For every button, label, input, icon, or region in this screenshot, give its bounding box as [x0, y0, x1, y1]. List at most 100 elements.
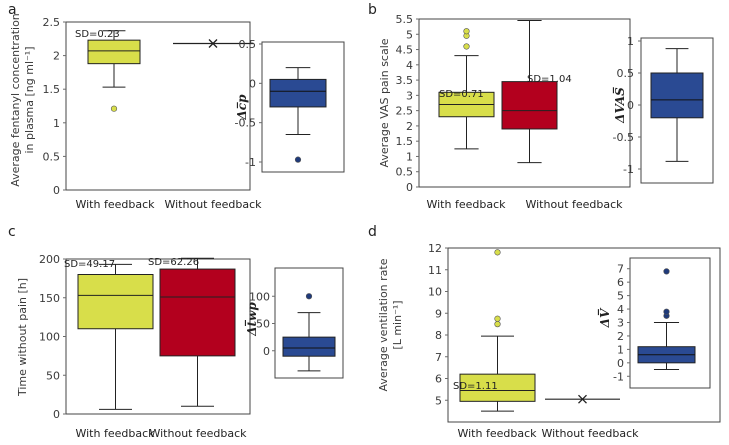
y-tick-label: 1: [406, 150, 413, 163]
inset-y-tick-label: -0.5: [613, 131, 634, 144]
y-tick-label: 100: [39, 331, 60, 344]
y-tick-label: 0.5: [43, 150, 61, 163]
y-axis-label: in plasma [ng ml⁻¹]: [23, 46, 36, 153]
inset-y-tick-label: 0.5: [239, 38, 257, 51]
y-tick-label: 0: [406, 181, 413, 194]
inset-y-axis-label: ΔV̅: [596, 307, 612, 328]
sd-label: SD=0.23: [75, 29, 120, 40]
inset-outlier-point: [294, 156, 302, 163]
inset-y-tick-label: 6: [617, 276, 624, 289]
y-axis-label: Time without pain [h]: [16, 278, 29, 397]
category-label: With feedback: [75, 198, 155, 211]
inset-y-axis-label: ΔVAS̅: [611, 87, 627, 124]
sd-label: SD=0.71: [439, 89, 484, 100]
sd-label: SD=1.04: [527, 74, 572, 85]
y-tick-label: 1.5: [43, 83, 61, 96]
y-tick-label: 1.5: [396, 135, 414, 148]
sd-label: SD=62.26: [148, 257, 199, 268]
outlier-point: [494, 321, 501, 328]
single-value-marker: [208, 39, 218, 48]
y-tick-label: 2: [53, 50, 60, 63]
y-axis-label: Average ventilation rate: [377, 258, 390, 391]
y-tick-label: 0: [53, 184, 60, 197]
y-tick-label: 1: [53, 117, 60, 130]
inset-y-tick-label: 1: [617, 343, 624, 356]
box-iqr: [459, 373, 536, 402]
box-iqr: [159, 268, 236, 357]
sd-label: SD=1.11: [453, 381, 498, 392]
plot-frame: [65, 21, 251, 191]
inset-y-tick-label: 5: [617, 290, 624, 303]
panel-letter: d: [368, 224, 377, 240]
inset-y-tick-label: 0: [263, 345, 270, 358]
y-tick-label: 5.5: [396, 13, 414, 26]
outlier-point: [463, 43, 470, 50]
inset-box-iqr: [282, 336, 336, 357]
inset-y-tick-label: -0.5: [235, 117, 256, 130]
inset-outlier-point: [663, 308, 670, 315]
category-label: Without feedback: [149, 427, 247, 440]
y-tick-label: 8: [435, 329, 442, 342]
inset-y-tick-label: 4: [617, 303, 624, 316]
inset-outlier-point: [663, 268, 670, 275]
category-label: Without feedback: [541, 427, 639, 440]
box-iqr: [501, 81, 558, 130]
inset-y-tick-label: 100: [249, 290, 270, 303]
y-tick-label: 5: [435, 394, 442, 407]
outlier-point: [463, 28, 470, 35]
y-axis-label: Average VAS pain scale: [378, 38, 391, 167]
panel-letter: c: [8, 224, 16, 240]
inset-box-iqr: [269, 78, 327, 108]
box-iqr: [77, 274, 154, 330]
inset-y-tick-label: 1: [627, 35, 634, 48]
y-tick-label: 6: [435, 373, 442, 386]
y-tick-label: 3: [406, 89, 413, 102]
inset-y-tick-label: 3: [617, 317, 624, 330]
outlier-point: [110, 105, 118, 112]
y-tick-label: 5: [406, 28, 413, 41]
category-label: With feedback: [75, 427, 155, 440]
y-tick-label: 12: [428, 242, 442, 255]
inset-y-axis-label: Δt̅wp: [243, 302, 259, 337]
y-tick-label: 3.5: [396, 74, 414, 87]
outlier-point: [494, 315, 501, 322]
y-axis-label: Average fentanyl concentration: [9, 13, 22, 187]
inset-outlier-point: [305, 293, 313, 300]
inset-y-tick-label: 7: [617, 263, 624, 276]
inset-frame: [640, 37, 714, 184]
inset-y-axis-label: Δc̅p: [235, 94, 249, 121]
inset-y-tick-label: 0: [249, 77, 256, 90]
inset-y-tick-label: -1: [623, 163, 634, 176]
y-tick-label: 7: [435, 351, 442, 364]
inset-y-tick-label: 2: [617, 330, 624, 343]
y-tick-label: 0: [53, 408, 60, 421]
outlier-point: [494, 249, 501, 256]
y-tick-label: 9: [435, 307, 442, 320]
inset-y-tick-label: 0.5: [617, 67, 635, 80]
inset-y-tick-label: 0: [617, 357, 624, 370]
sd-label: SD=49.17: [64, 259, 115, 270]
y-tick-label: 11: [428, 264, 442, 277]
y-tick-label: 200: [39, 253, 60, 266]
y-tick-label: 150: [39, 292, 60, 305]
y-axis-label: [L min⁻¹]: [391, 300, 404, 349]
y-tick-label: 10: [428, 286, 442, 299]
category-label: Without feedback: [525, 198, 623, 211]
inset-box-iqr: [650, 72, 704, 119]
y-tick-label: 4.5: [396, 44, 414, 57]
panel-letter: b: [368, 2, 377, 18]
category-label: With feedback: [457, 427, 537, 440]
y-tick-label: 50: [46, 369, 60, 382]
category-label: Without feedback: [164, 198, 262, 211]
box-iqr: [87, 39, 141, 65]
inset-y-tick-label: -1: [613, 370, 624, 383]
panel-letter: a: [8, 2, 17, 18]
y-tick-label: 0.5: [396, 166, 414, 179]
plot-frame: [418, 18, 631, 188]
inset-y-tick-label: -1: [245, 156, 256, 169]
y-tick-label: 2.5: [43, 16, 61, 29]
y-tick-label: 2: [406, 120, 413, 133]
inset-y-tick-label: 50: [256, 318, 270, 331]
single-value-marker: [578, 394, 587, 404]
